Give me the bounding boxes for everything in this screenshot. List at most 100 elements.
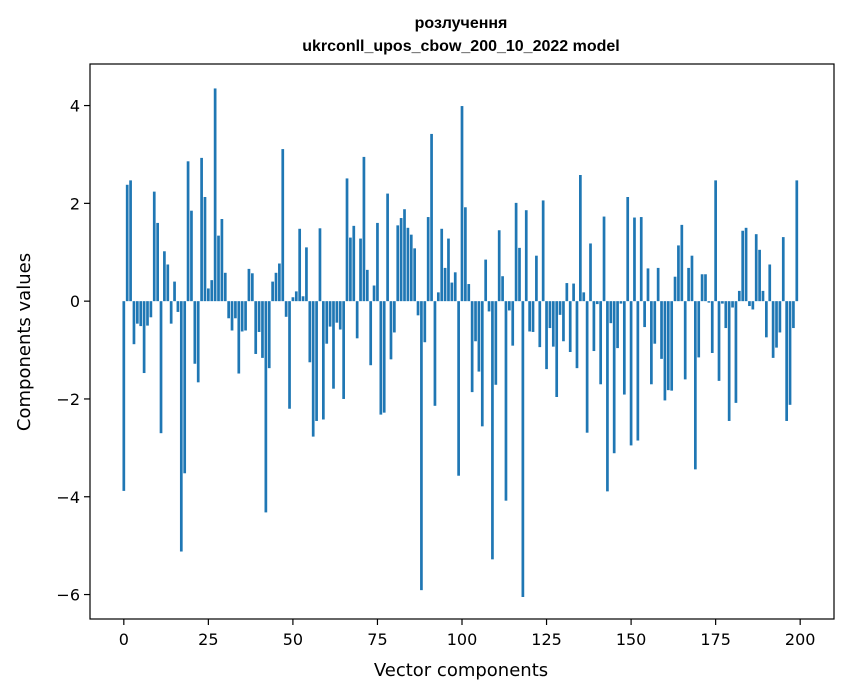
bar-159	[660, 301, 663, 359]
bar-197	[788, 301, 792, 405]
bar-145	[612, 301, 616, 454]
bar-189	[761, 290, 765, 302]
y-tick-label: −4	[56, 488, 80, 507]
bars-group	[122, 88, 799, 597]
bar-187	[754, 234, 758, 302]
bar-161	[666, 301, 670, 391]
bar-34	[237, 301, 241, 374]
bar-15	[173, 281, 176, 302]
bar-45	[274, 272, 278, 302]
y-axis-label: Components values	[14, 253, 35, 431]
bar-133	[572, 283, 575, 302]
bar-125	[545, 301, 548, 370]
bar-42	[264, 301, 268, 513]
bar-142	[602, 216, 606, 302]
bar-16	[176, 301, 180, 312]
bar-40	[257, 301, 261, 332]
bar-179	[727, 301, 731, 421]
y-tick-label: 4	[70, 97, 80, 116]
bar-134	[575, 301, 579, 369]
bar-163	[673, 276, 677, 302]
y-tick-label: 0	[70, 292, 80, 311]
bar-46	[278, 263, 281, 302]
bar-164	[677, 245, 680, 302]
bar-75	[376, 222, 379, 302]
bar-101	[464, 207, 467, 302]
bar-48	[284, 301, 288, 317]
bar-194	[778, 301, 782, 333]
bar-22	[196, 301, 200, 383]
bar-173	[707, 301, 711, 303]
bar-64	[338, 301, 342, 330]
bar-183	[741, 230, 745, 302]
bar-146	[616, 301, 619, 349]
bar-96	[447, 238, 450, 302]
bar-82	[399, 218, 403, 302]
bar-55	[308, 301, 312, 363]
bar-106	[480, 301, 484, 427]
bar-2	[129, 180, 132, 302]
bar-87	[416, 301, 420, 316]
bar-182	[737, 290, 741, 302]
bar-17	[179, 301, 183, 552]
bar-71	[362, 156, 366, 302]
bar-21	[193, 301, 197, 364]
bar-65	[342, 301, 345, 399]
x-tick-label: 125	[531, 630, 562, 649]
bar-36	[244, 301, 247, 331]
bar-120	[528, 301, 531, 332]
bar-175	[714, 180, 717, 302]
bar-19	[186, 161, 190, 302]
bar-74	[372, 285, 376, 302]
bar-109	[491, 301, 494, 560]
bar-166	[683, 301, 687, 380]
plot-frame	[89, 63, 835, 620]
bar-154	[643, 301, 646, 328]
bar-126	[548, 301, 552, 329]
x-axis-ticks: 0 25 50 75 100 125 150 175 200	[119, 619, 816, 649]
bar-88	[420, 301, 423, 591]
x-tick-label: 200	[785, 630, 816, 649]
bar-160	[663, 301, 667, 401]
bar-172	[704, 274, 707, 302]
bar-79	[389, 301, 393, 360]
bar-83	[403, 209, 406, 302]
bar-9	[152, 191, 156, 302]
bar-44	[271, 281, 274, 302]
x-tick-label: 100	[447, 630, 478, 649]
bar-51	[294, 291, 298, 302]
bar-33	[234, 301, 237, 319]
bar-141	[599, 301, 603, 385]
bar-113	[504, 301, 508, 501]
bar-190	[765, 301, 768, 338]
bar-30	[223, 272, 227, 302]
bar-89	[423, 301, 427, 343]
bar-184	[744, 227, 748, 302]
bar-98	[453, 272, 457, 302]
bar-94	[440, 228, 444, 302]
bar-99	[457, 301, 460, 476]
bar-20	[190, 210, 193, 302]
bar-138	[589, 243, 592, 302]
bar-114	[507, 301, 511, 311]
bar-110	[494, 301, 498, 385]
bar-13	[166, 264, 170, 302]
bar-174	[710, 301, 714, 353]
bar-41	[261, 301, 264, 358]
bar-116	[514, 202, 518, 302]
bar-129	[558, 301, 562, 315]
bar-39	[254, 301, 258, 354]
bar-84	[406, 227, 410, 302]
bar-117	[518, 247, 521, 302]
bar-152	[636, 301, 640, 441]
bar-26	[210, 280, 214, 302]
bar-115	[511, 301, 515, 346]
bar-151	[633, 217, 636, 302]
bar-5	[139, 301, 143, 327]
bar-68	[352, 225, 356, 302]
bar-7	[146, 301, 149, 326]
bar-195	[781, 237, 785, 302]
bar-31	[227, 301, 231, 319]
bar-144	[609, 301, 613, 324]
bar-130	[562, 301, 565, 342]
